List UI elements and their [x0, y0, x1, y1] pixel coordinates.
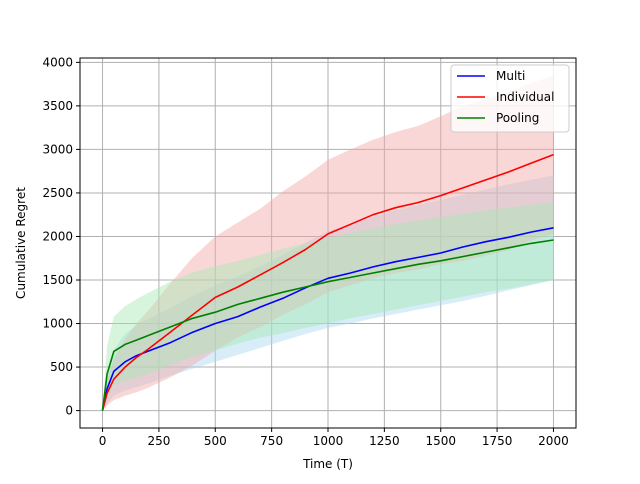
x-tick-label: 250 — [147, 434, 170, 448]
y-tick-label: 2500 — [42, 186, 73, 200]
y-tick-label: 0 — [65, 404, 73, 418]
y-tick-label: 1500 — [42, 273, 73, 287]
y-axis-ticks: 0 500 1000 1500 2000 2500 3000 3500 4000 — [42, 55, 80, 418]
multi-confidence-band — [102, 175, 554, 411]
y-tick-label: 3000 — [42, 142, 73, 156]
legend: Multi Individual Pooling — [450, 64, 570, 133]
x-tick-label: 1250 — [369, 434, 400, 448]
x-axis-ticks: 0 250 500 750 1000 1250 1500 1750 2000 — [99, 428, 569, 448]
multi-series-line — [101, 227, 554, 411]
x-tick-label: 500 — [204, 434, 227, 448]
y-tick-label: 4000 — [42, 55, 73, 69]
pooling-series-line — [101, 239, 554, 411]
individual-confidence-band — [102, 75, 554, 411]
y-tick-label: 2000 — [42, 229, 73, 243]
confidence-bands — [102, 75, 554, 411]
legend-box — [450, 64, 570, 133]
individual-legend-label: Individual — [496, 90, 554, 104]
x-tick-label: 1500 — [425, 434, 456, 448]
x-tick-label: 2000 — [538, 434, 569, 448]
y-axis-label: Cumulative Regret — [14, 187, 28, 299]
x-axis-label: Time (T) — [302, 457, 353, 471]
pooling-confidence-band — [102, 201, 554, 411]
multi-legend-label: Multi — [496, 69, 525, 83]
individual-series-line — [101, 153, 554, 411]
x-tick-label: 1750 — [482, 434, 513, 448]
x-tick-label: 750 — [260, 434, 283, 448]
x-tick-label: 1000 — [313, 434, 344, 448]
y-tick-label: 3500 — [42, 99, 73, 113]
pooling-legend-label: Pooling — [496, 111, 539, 125]
y-tick-label: 500 — [50, 360, 73, 374]
y-tick-label: 1000 — [42, 317, 73, 331]
series-lines — [101, 153, 554, 411]
x-tick-label: 0 — [99, 434, 107, 448]
